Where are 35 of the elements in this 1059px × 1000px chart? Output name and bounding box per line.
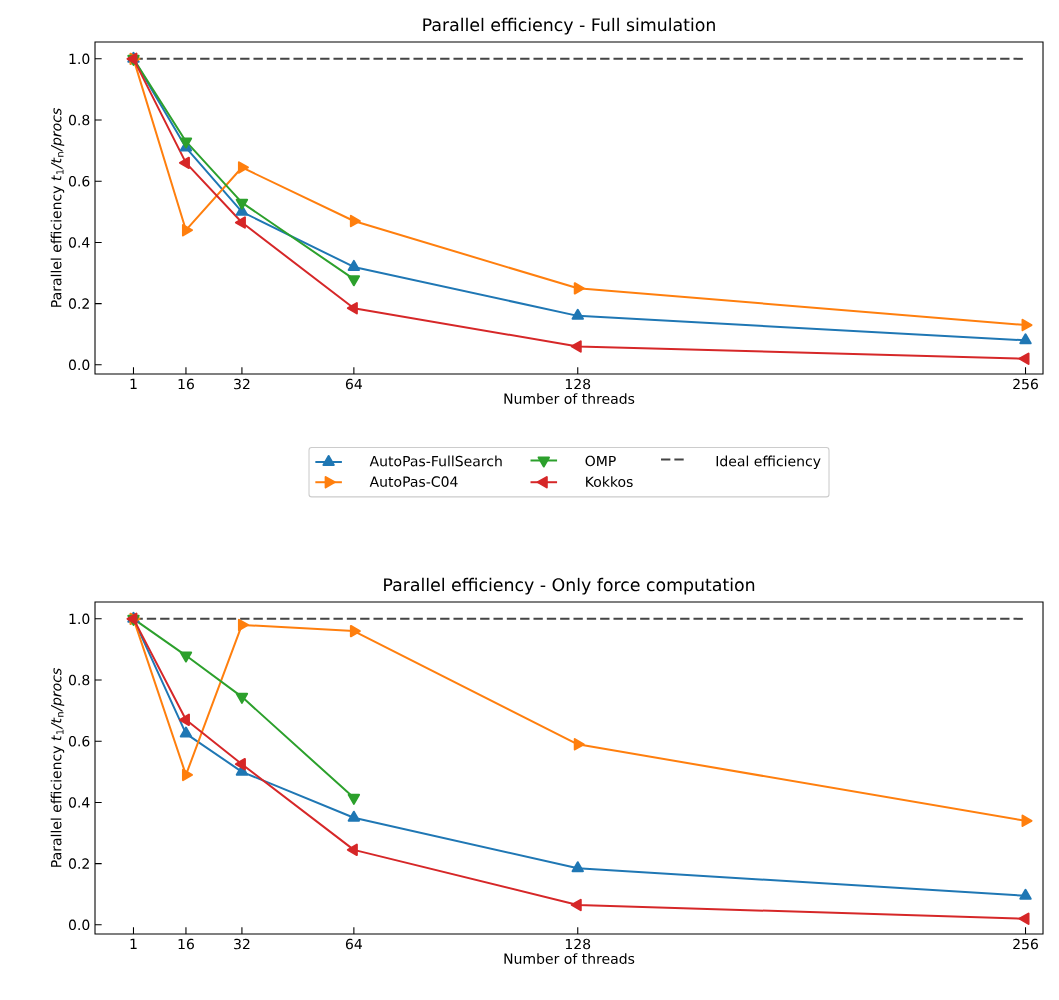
y-tick-label: 0.8	[68, 114, 90, 126]
legend-label: AutoPas-C04	[369, 476, 458, 487]
legend-label: Ideal efficiency	[716, 455, 821, 470]
y-tick-label: 0.2	[68, 298, 89, 309]
chart-title: Parallel efficiency - Full simulation	[423, 17, 715, 35]
y-axis-title: Parallel efficiency t$_{1}$/t$_{n}$/procs	[50, 668, 65, 867]
y-tick-label: 1.0	[69, 53, 90, 65]
chart-title: Parallel efficiency - Only force computation	[384, 577, 755, 595]
y-tick-label: 0.2	[68, 858, 89, 869]
y-tick-label: 0.4	[68, 237, 90, 248]
x-tick-label: 64	[345, 938, 362, 950]
x-tick-label: 128	[565, 378, 591, 390]
x-tick-label: 256	[1013, 378, 1038, 390]
y-tick-label: 1.0	[69, 613, 90, 625]
y-tick-label: 0.6	[68, 735, 90, 747]
legend-label: Kokkos	[586, 476, 633, 488]
y-tick-label: 0.0	[68, 359, 90, 371]
y-tick-label: 0.4	[68, 797, 90, 808]
x-tick-label: 16	[178, 938, 194, 950]
legend-label: AutoPas-FullSearch	[369, 455, 502, 467]
x-tick-label: 256	[1013, 938, 1038, 950]
x-tick-label: 16	[178, 378, 194, 390]
x-axis-title: Number of threads	[504, 393, 635, 404]
x-tick-label: 1	[130, 378, 137, 389]
y-tick-label: 0.0	[68, 919, 90, 931]
x-tick-label: 32	[234, 378, 250, 390]
y-tick-label: 0.6	[68, 175, 90, 187]
legend-label: OMP	[585, 455, 616, 467]
x-tick-label: 32	[234, 938, 250, 950]
x-axis-title: Number of threads	[504, 953, 635, 964]
x-tick-label: 1	[130, 938, 137, 949]
x-tick-label: 128	[565, 938, 591, 950]
y-axis-title: Parallel efficiency t$_{1}$/t$_{n}$/procs	[50, 108, 65, 307]
y-tick-label: 0.8	[68, 674, 90, 686]
x-tick-label: 64	[345, 378, 362, 390]
